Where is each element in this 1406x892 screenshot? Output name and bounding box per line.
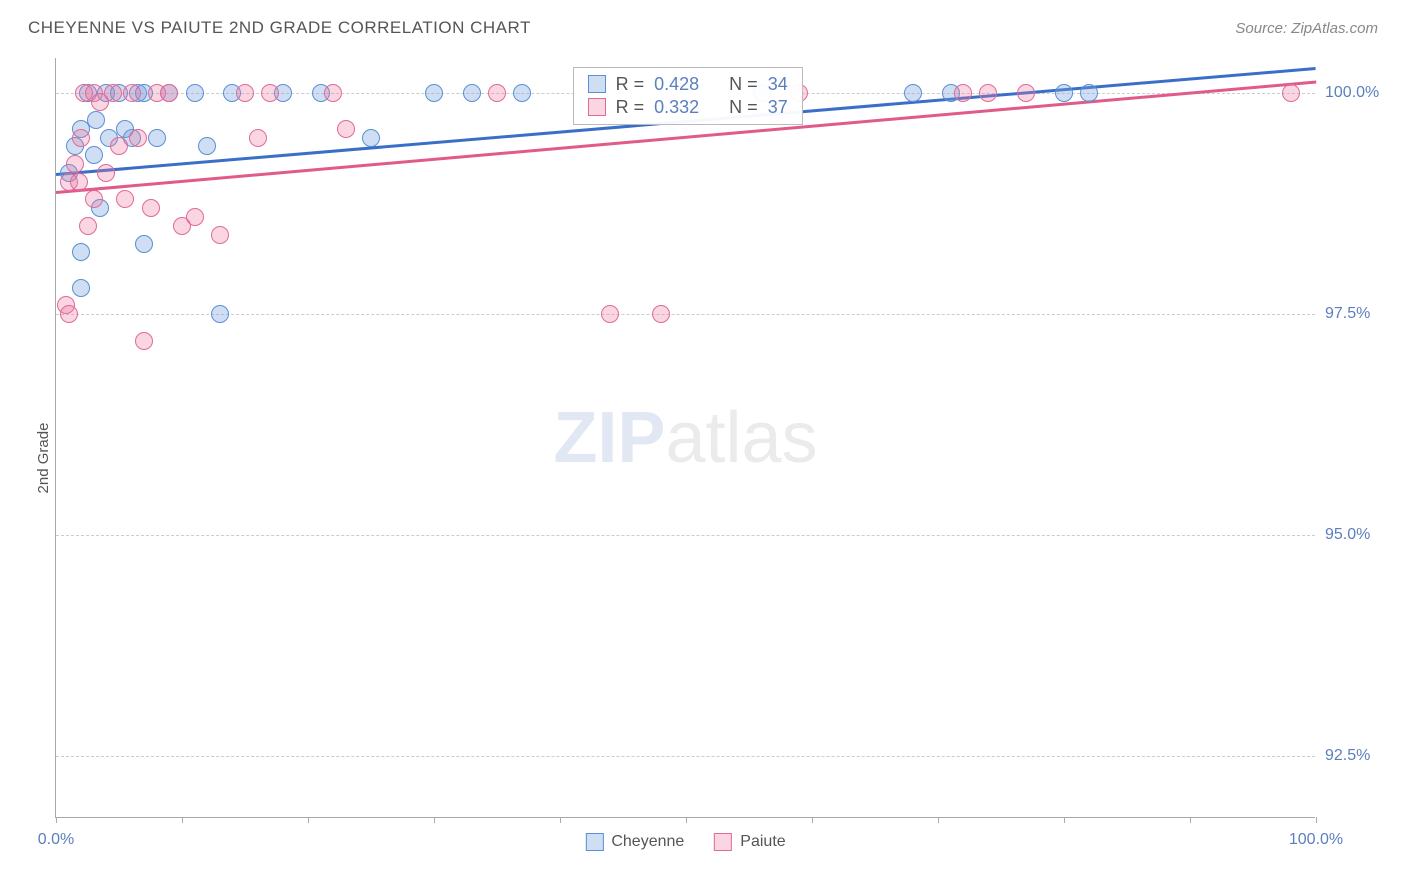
- stat-n-value: 37: [768, 97, 788, 118]
- source-attribution: Source: ZipAtlas.com: [1235, 20, 1378, 37]
- plot-area: ZIPatlas 92.5%95.0%97.5%100.0%0.0%100.0%…: [55, 58, 1315, 818]
- stat-r-label: R =: [616, 97, 645, 118]
- data-point: [72, 129, 90, 147]
- data-point: [236, 84, 254, 102]
- data-point: [60, 305, 78, 323]
- data-point: [104, 84, 122, 102]
- data-point: [425, 84, 443, 102]
- watermark-bold: ZIP: [553, 398, 665, 478]
- stat-r-value: 0.332: [654, 97, 699, 118]
- data-point: [488, 84, 506, 102]
- legend-label: Cheyenne: [611, 833, 684, 851]
- data-point: [123, 84, 141, 102]
- data-point: [211, 226, 229, 244]
- legend-swatch: [585, 833, 603, 851]
- x-tick: [812, 817, 813, 823]
- data-point: [324, 84, 342, 102]
- x-tick-label: 0.0%: [38, 831, 74, 849]
- data-point: [160, 84, 178, 102]
- x-tick: [434, 817, 435, 823]
- source-prefix: Source:: [1235, 20, 1291, 37]
- stats-row: R = 0.332 N = 37: [588, 97, 788, 118]
- data-point: [513, 84, 531, 102]
- data-point: [186, 208, 204, 226]
- gridline: [56, 535, 1315, 536]
- chart-header: CHEYENNE VS PAIUTE 2ND GRADE CORRELATION…: [0, 0, 1406, 48]
- data-point: [261, 84, 279, 102]
- chart-title: CHEYENNE VS PAIUTE 2ND GRADE CORRELATION…: [28, 18, 531, 38]
- stat-r-value: 0.428: [654, 74, 699, 95]
- data-point: [601, 305, 619, 323]
- data-point: [116, 190, 134, 208]
- stat-n-label: N =: [729, 97, 758, 118]
- y-tick-label: 92.5%: [1325, 747, 1395, 765]
- data-point: [362, 129, 380, 147]
- watermark-light: atlas: [665, 398, 817, 478]
- watermark: ZIPatlas: [553, 397, 817, 479]
- data-point: [186, 84, 204, 102]
- data-point: [79, 217, 97, 235]
- y-tick-label: 95.0%: [1325, 526, 1395, 544]
- data-point: [142, 199, 160, 217]
- x-tick: [56, 817, 57, 823]
- legend-swatch: [714, 833, 732, 851]
- gridline: [56, 314, 1315, 315]
- legend: Cheyenne Paiute: [585, 833, 785, 851]
- stat-r-label: R =: [616, 74, 645, 95]
- legend-item: Cheyenne: [585, 833, 684, 851]
- data-point: [148, 129, 166, 147]
- x-tick: [560, 817, 561, 823]
- data-point: [1282, 84, 1300, 102]
- data-point: [979, 84, 997, 102]
- data-point: [652, 305, 670, 323]
- data-point: [337, 120, 355, 138]
- data-point: [954, 84, 972, 102]
- data-point: [198, 137, 216, 155]
- data-point: [135, 332, 153, 350]
- chart-container: 2nd Grade ZIPatlas 92.5%95.0%97.5%100.0%…: [0, 48, 1406, 868]
- x-tick: [308, 817, 309, 823]
- legend-label: Paiute: [740, 833, 785, 851]
- data-point: [85, 190, 103, 208]
- x-tick: [1316, 817, 1317, 823]
- x-tick: [1190, 817, 1191, 823]
- x-tick: [938, 817, 939, 823]
- data-point: [463, 84, 481, 102]
- y-tick-label: 97.5%: [1325, 305, 1395, 323]
- data-point: [211, 305, 229, 323]
- stats-box: R = 0.428 N = 34R = 0.332 N = 37: [573, 67, 803, 125]
- stats-row: R = 0.428 N = 34: [588, 74, 788, 95]
- data-point: [66, 155, 84, 173]
- stat-n-label: N =: [729, 74, 758, 95]
- series-swatch: [588, 98, 606, 116]
- data-point: [110, 137, 128, 155]
- data-point: [87, 111, 105, 129]
- source-name: ZipAtlas.com: [1291, 20, 1378, 37]
- x-tick: [1064, 817, 1065, 823]
- data-point: [72, 243, 90, 261]
- data-point: [72, 279, 90, 297]
- data-point: [135, 235, 153, 253]
- data-point: [1017, 84, 1035, 102]
- data-point: [1080, 84, 1098, 102]
- data-point: [97, 164, 115, 182]
- data-point: [249, 129, 267, 147]
- series-swatch: [588, 75, 606, 93]
- data-point: [85, 146, 103, 164]
- x-tick-label: 100.0%: [1289, 831, 1343, 849]
- stat-n-value: 34: [768, 74, 788, 95]
- data-point: [129, 129, 147, 147]
- data-point: [70, 173, 88, 191]
- x-tick: [686, 817, 687, 823]
- x-tick: [182, 817, 183, 823]
- y-axis-label: 2nd Grade: [35, 423, 52, 494]
- y-tick-label: 100.0%: [1325, 84, 1395, 102]
- gridline: [56, 756, 1315, 757]
- data-point: [904, 84, 922, 102]
- data-point: [1055, 84, 1073, 102]
- legend-item: Paiute: [714, 833, 785, 851]
